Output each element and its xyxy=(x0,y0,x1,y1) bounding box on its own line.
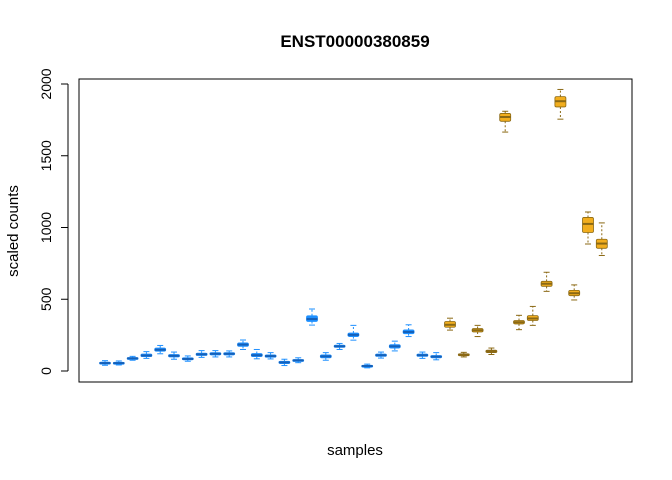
sample-box xyxy=(250,348,263,360)
chart-title: ENST00000380859 xyxy=(280,32,429,51)
sample-box xyxy=(112,360,125,366)
sample-box xyxy=(499,110,512,133)
sample-box xyxy=(209,350,222,358)
sample-box xyxy=(485,347,498,355)
sample-box xyxy=(554,88,567,120)
sample-box xyxy=(402,324,415,338)
iqr-box xyxy=(582,217,594,233)
sample-box xyxy=(333,342,346,350)
plot-frame xyxy=(78,78,633,383)
sample-box xyxy=(181,355,194,362)
sample-box xyxy=(375,351,387,359)
sample-box xyxy=(361,363,374,369)
sample-box xyxy=(278,358,291,367)
sample-box xyxy=(457,351,470,358)
sample-box xyxy=(237,339,249,350)
sample-box xyxy=(306,308,318,326)
sample-box xyxy=(540,271,553,292)
sample-box xyxy=(347,324,360,341)
sample-box xyxy=(430,352,443,361)
sample-box xyxy=(126,355,139,361)
sample-box xyxy=(99,360,111,366)
sample-box xyxy=(388,340,401,352)
y-axis-label: scaled counts xyxy=(5,185,22,277)
sample-box xyxy=(319,352,332,361)
sample-box xyxy=(444,317,456,331)
y-tick-label: 2000 xyxy=(38,68,54,99)
sample-box xyxy=(154,344,167,355)
y-axis: 0 500 1000 1500 2000 xyxy=(38,68,69,375)
sample-box xyxy=(223,350,236,358)
x-axis-label: samples xyxy=(327,442,383,459)
y-tick-label: 1000 xyxy=(38,212,54,243)
y-tick-label: 500 xyxy=(38,287,54,311)
sample-box xyxy=(595,222,608,256)
box-series xyxy=(99,88,608,369)
sample-box xyxy=(292,357,305,364)
sample-box xyxy=(513,314,525,331)
sample-box xyxy=(195,350,208,358)
sample-box xyxy=(416,351,429,359)
sample-box xyxy=(264,352,277,360)
y-tick-label: 0 xyxy=(38,367,54,375)
sample-box xyxy=(168,351,180,360)
y-tick-label: 1500 xyxy=(38,140,54,171)
sample-box xyxy=(526,305,539,326)
sample-box xyxy=(582,211,594,245)
sample-box xyxy=(471,324,484,338)
sample-box xyxy=(568,284,581,301)
sample-box xyxy=(140,351,153,359)
